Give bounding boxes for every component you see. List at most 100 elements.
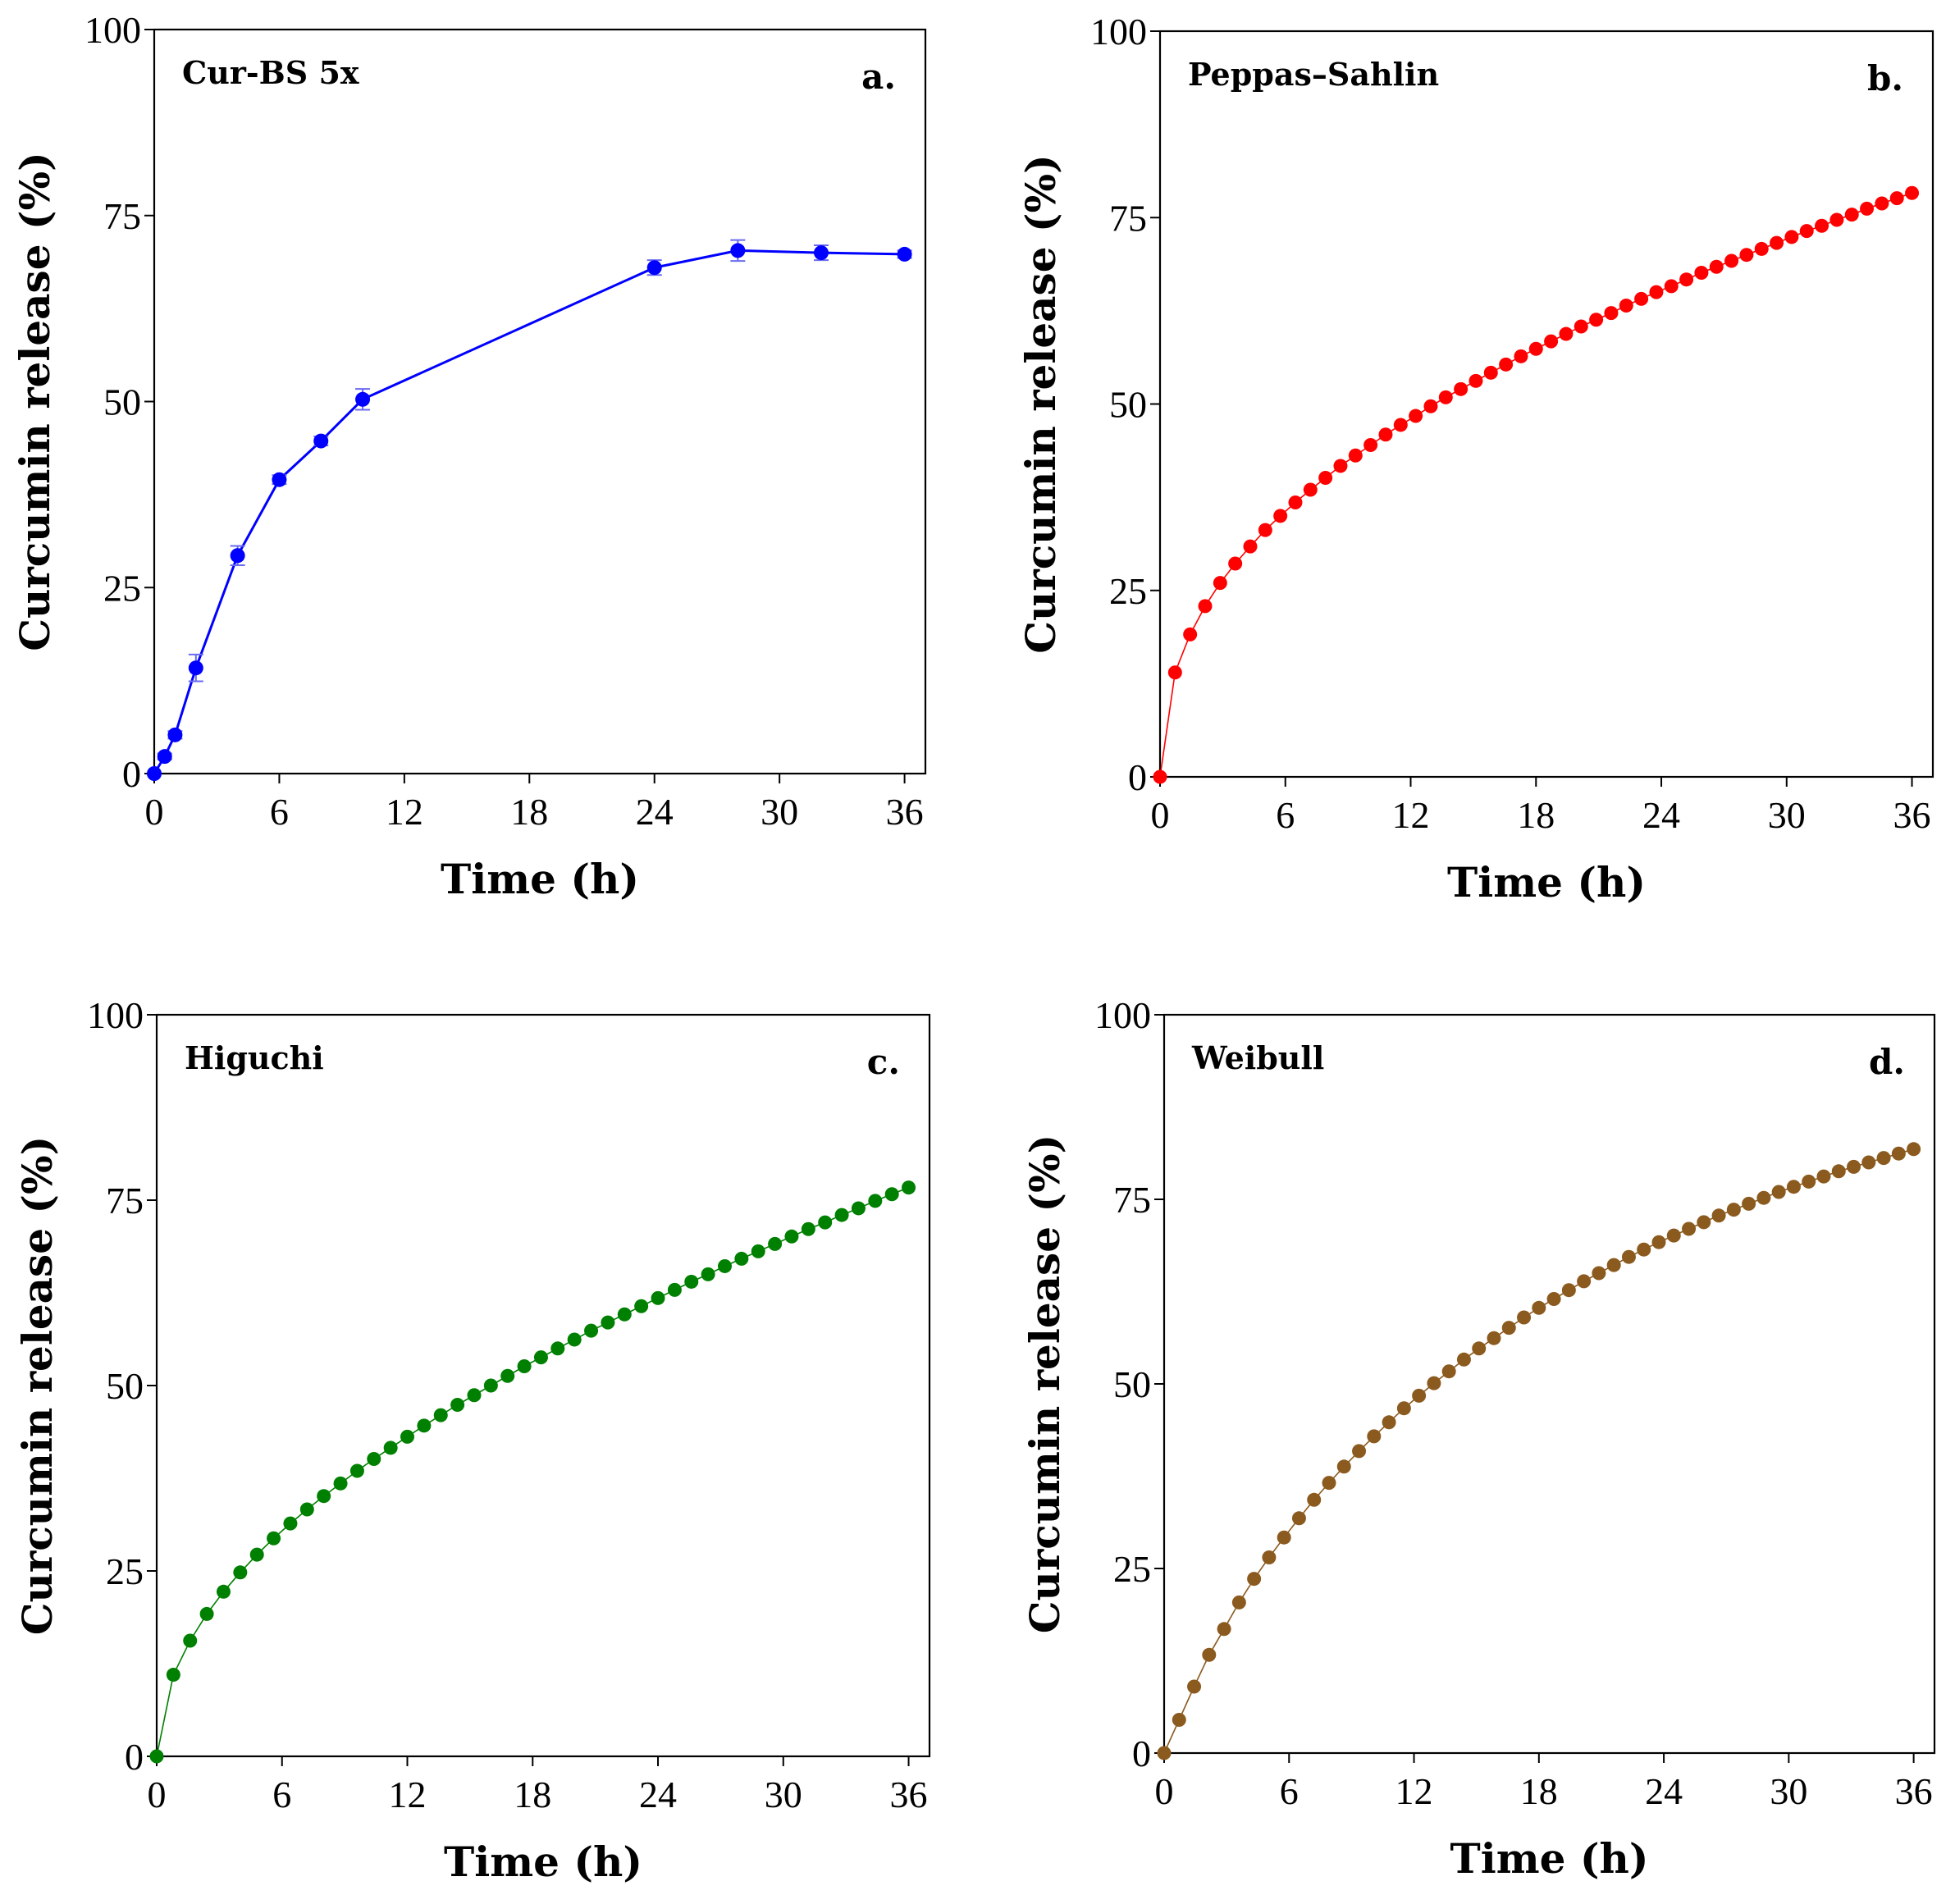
y-tick-label: 0 (1132, 1733, 1151, 1774)
data-point (1336, 1459, 1351, 1474)
data-point (433, 1408, 448, 1422)
y-tick-label: 0 (125, 1736, 144, 1778)
data-point (1153, 769, 1167, 784)
x-axis-title: Time (h) (1450, 1834, 1649, 1883)
x-tick-label: 36 (886, 791, 924, 833)
data-point (1592, 1266, 1606, 1281)
data-point (584, 1323, 599, 1338)
data-point (1258, 523, 1272, 537)
x-tick-label: 6 (270, 791, 289, 833)
data-point (1217, 1622, 1231, 1637)
x-tick-label: 24 (639, 1774, 677, 1815)
data-point (1679, 272, 1694, 287)
data-point (1561, 1283, 1576, 1298)
data-point (533, 1350, 548, 1365)
data-point (1514, 349, 1528, 363)
data-point (1427, 1376, 1441, 1390)
x-tick-label: 6 (272, 1774, 291, 1815)
data-point (734, 1251, 749, 1266)
data-point (166, 1668, 180, 1683)
data-point (601, 1315, 615, 1330)
data-point (1546, 1292, 1561, 1306)
x-tick-label: 18 (1517, 794, 1555, 836)
data-point (1262, 1550, 1277, 1564)
data-point (167, 727, 183, 742)
data-point (1454, 381, 1469, 396)
data-point (1876, 1151, 1891, 1166)
data-point (1847, 1159, 1861, 1174)
data-point (1333, 459, 1348, 473)
data-point (333, 1476, 348, 1491)
data-point (1694, 266, 1709, 281)
data-point (1183, 627, 1198, 642)
data-point (149, 1749, 164, 1764)
data-point (1228, 556, 1243, 571)
data-point (834, 1208, 849, 1222)
data-point (784, 1229, 799, 1244)
data-point (1187, 1679, 1202, 1694)
data-point (1412, 1388, 1427, 1403)
data-point (1393, 418, 1408, 432)
x-tick-label: 0 (1151, 794, 1170, 836)
data-point (684, 1274, 699, 1289)
data-point (355, 391, 371, 407)
x-axis-title: Time (h) (441, 855, 639, 903)
data-point (500, 1368, 515, 1383)
data-point (267, 1531, 281, 1546)
data-point (1378, 427, 1393, 442)
data-point (617, 1307, 632, 1322)
data-point (1367, 1429, 1382, 1444)
data-point (851, 1201, 866, 1216)
data-point (450, 1398, 465, 1413)
x-tick-label: 12 (386, 791, 423, 833)
data-point (1277, 1530, 1291, 1545)
x-tick-label: 6 (1276, 794, 1295, 836)
data-point (1517, 1310, 1532, 1325)
data-point (1799, 224, 1814, 239)
data-point (1651, 1235, 1666, 1249)
data-point (249, 1547, 264, 1562)
data-point (1905, 185, 1920, 200)
panel-title: Weibull (1191, 1039, 1324, 1076)
data-point (417, 1418, 432, 1433)
series-line (1159, 192, 1912, 778)
data-point (1409, 409, 1423, 423)
data-point (818, 1215, 833, 1230)
y-tick-label: 25 (103, 567, 141, 609)
data-point (1889, 191, 1904, 206)
data-point (1528, 341, 1543, 356)
data-point (467, 1388, 482, 1403)
data-point (1770, 235, 1784, 250)
data-point (897, 246, 912, 262)
y-tick-label: 100 (87, 994, 144, 1036)
data-point (634, 1299, 649, 1313)
x-tick-label: 18 (1520, 1770, 1558, 1812)
data-point (1604, 306, 1619, 321)
data-point (1649, 285, 1664, 299)
data-point (157, 749, 172, 765)
data-point (1382, 1415, 1396, 1430)
data-point (1860, 201, 1875, 216)
y-tick-label: 100 (1090, 11, 1147, 53)
data-point (567, 1332, 582, 1347)
y-axis-title: Curcumin release (%) (13, 1136, 62, 1636)
data-point (1288, 495, 1303, 509)
data-point (1231, 1595, 1246, 1609)
data-point (400, 1429, 415, 1444)
data-point (183, 1633, 198, 1648)
y-tick-label: 50 (1113, 1363, 1151, 1405)
data-point (1875, 196, 1889, 211)
data-point (1532, 1300, 1546, 1315)
data-point (730, 243, 746, 258)
x-tick-label: 6 (1280, 1770, 1299, 1812)
data-point (1634, 291, 1649, 306)
data-point (1172, 1713, 1186, 1727)
data-point (1574, 319, 1588, 334)
data-point (902, 1180, 916, 1195)
plot-frame (155, 1013, 931, 1758)
y-axis-title: Curcumin release (%) (1021, 1135, 1069, 1634)
data-point (1844, 208, 1859, 222)
data-point (1831, 1164, 1846, 1179)
data-point (1472, 1341, 1487, 1356)
x-tick-label: 36 (1893, 794, 1931, 836)
